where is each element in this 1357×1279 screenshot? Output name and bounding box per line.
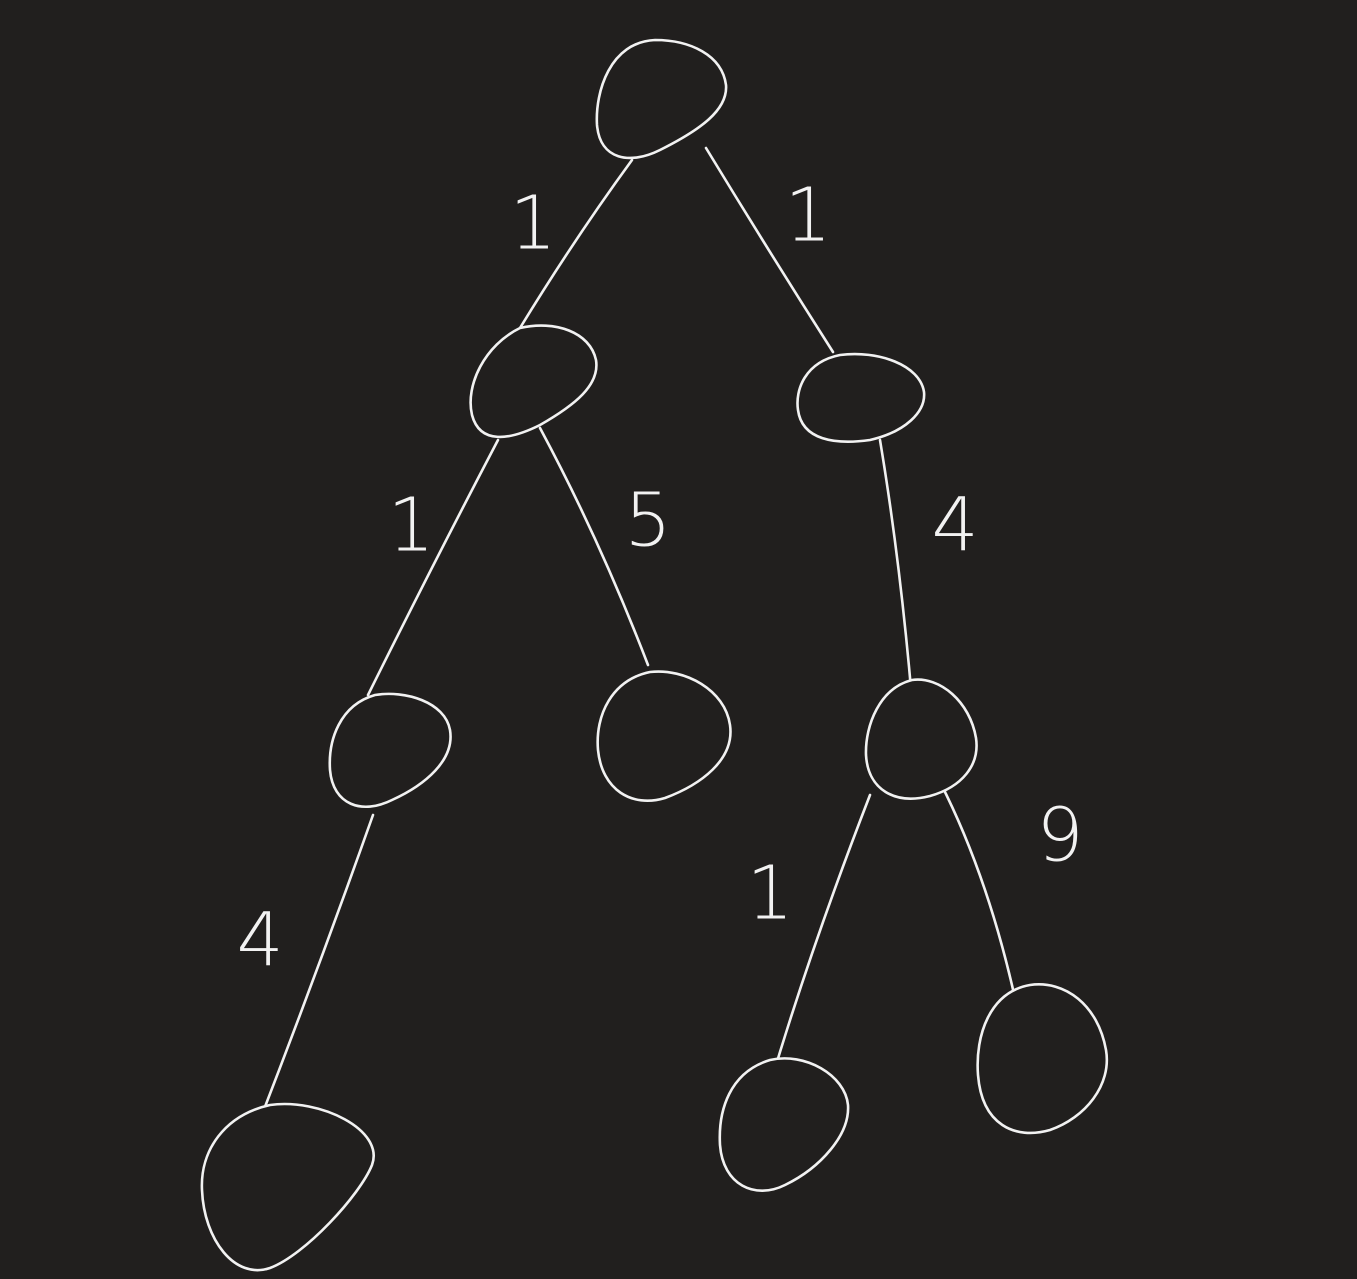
- weight-n3-n6: 4: [236, 898, 283, 984]
- weight-n1-n4: 5: [624, 478, 671, 564]
- weight-n2-n5: 4: [931, 483, 978, 569]
- weight-n5-n7: 1: [746, 851, 793, 937]
- weight-root-n2: 1: [784, 173, 831, 259]
- weight-root-n1: 1: [509, 181, 556, 267]
- weight-n5-n8: 9: [1036, 793, 1083, 879]
- weight-n1-n3: 1: [387, 483, 434, 569]
